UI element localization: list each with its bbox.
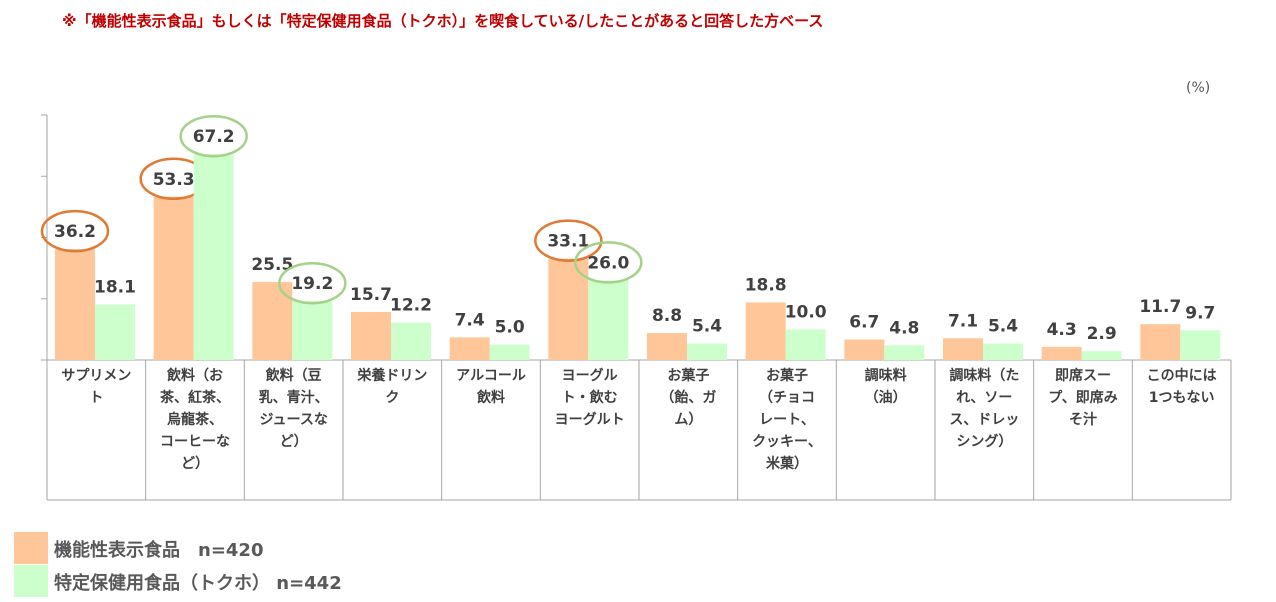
data-label-series2: 2.9 [1087,324,1117,344]
data-label-series2: 5.0 [495,318,525,338]
legend-swatch-series2 [14,565,48,597]
highlight-circle-series2 [574,241,643,284]
data-label-series1: 25.5 [251,255,293,275]
data-label-series1: 11.7 [1139,297,1181,317]
category-label: 調味料（た [949,367,1019,384]
category-label: サプリメン [61,368,131,384]
category-label: お菓子 [766,367,808,384]
category-label: （油） [865,389,907,406]
category-label: 1つもない [1149,390,1215,406]
bar-series2 [292,301,333,360]
category-label: ク [385,390,399,406]
base-note: ※「機能性表示食品」もしくは「特定保健用食品（トクホ）」を喫食している/したこと… [62,12,824,30]
bar-series1 [153,196,194,360]
data-label-series2: 10.0 [785,302,827,322]
data-label-series1: 6.7 [849,312,879,332]
bar-series2 [588,280,629,360]
data-label-series2: 9.7 [1185,303,1215,323]
category-label: お菓子 [667,367,709,384]
bar-series1 [844,339,885,360]
category-label: この中には [1147,367,1217,384]
bar-series1 [1140,324,1181,360]
category-label: ム） [674,412,702,428]
bar-series2 [489,344,530,360]
category-label: コーヒーな [160,434,230,450]
category-label: ジュースな [260,412,328,428]
data-label-series2: 4.8 [889,318,919,338]
bar-series2 [193,154,234,360]
bar-series1 [449,337,490,360]
category-label: 烏龍茶、 [167,411,223,428]
bar-series1 [55,249,95,360]
highlight-circle-series1 [534,219,603,262]
highlight-circle-series1 [40,209,110,253]
category-label: （チョコ [759,390,815,406]
category-label: レート、 [759,412,815,428]
legend-label-series2: 特定保健用食品（トクホ） n=442 [54,573,342,594]
category-label: 即席スー [1055,367,1111,384]
category-label: ヨーグルト [555,411,625,428]
unit-label: (%) [1186,80,1211,96]
category-label: ト・飲む [562,389,618,406]
data-label-series2: 5.4 [988,316,1018,336]
category-label: 乳、青汁、 [259,389,329,406]
data-label-series2: 26.0 [587,253,629,273]
data-label-series2: 18.1 [94,278,136,298]
bar-series1 [745,302,786,360]
data-label-series1: 53.3 [153,170,195,190]
bar-series1 [351,311,391,360]
bar-series2 [983,343,1023,360]
category-label: 飲料（豆 [265,367,322,384]
data-label-series2: 19.2 [291,274,333,294]
category-label: アルコール [456,368,526,384]
data-label-series2: 67.2 [193,127,235,147]
bar-series1 [252,281,293,360]
bar-series2 [687,343,727,360]
data-label-series1: 33.1 [547,232,589,252]
category-label: ど） [280,434,308,450]
category-label: 飲料（お [166,367,223,384]
category-label: 米菓） [766,455,808,472]
data-label-series2: 12.2 [390,296,432,316]
data-label-series1: 7.4 [455,310,485,330]
data-label-series1: 8.8 [652,306,682,326]
data-label-series1: 18.8 [745,275,787,295]
category-label: プ、即席み [1048,389,1118,406]
category-label: クッキー、 [752,434,822,450]
bar-series2 [1180,330,1221,360]
data-label-series1: 15.7 [350,285,392,305]
bar-series2 [95,304,135,360]
category-label: ト [89,390,103,406]
highlight-circle-series2 [278,261,347,305]
category-label: そ汁 [1069,411,1097,428]
bar-series1 [647,333,687,360]
category-label: 調味料 [865,367,907,384]
data-label-series1: 36.2 [54,222,96,242]
category-label: ヨーグル [562,367,618,384]
category-label: （飴、ガ [660,389,716,406]
legend-swatch-series1 [14,532,48,564]
bar-series2 [884,345,925,360]
bar-series2 [391,322,431,360]
category-label: 飲料 [476,389,505,406]
data-label-series2: 5.4 [692,316,722,336]
category-label: れ、ソー [956,390,1012,406]
legend-label-series1: 機能性表示食品 n=420 [54,540,264,561]
category-label: ス、ドレッ [949,412,1019,428]
bar-series2 [785,329,826,360]
bar-series1 [943,338,983,360]
highlight-circle-series2 [179,114,248,158]
data-label-series1: 7.1 [948,311,978,331]
data-label-series1: 4.3 [1047,320,1077,340]
category-label: 栄養ドリン [356,367,427,384]
bar-series1 [1041,346,1082,360]
category-label: 茶、紅茶、 [159,389,230,406]
bar-series2 [1081,351,1122,360]
category-label: ど） [181,456,209,472]
category-label: シング） [956,433,1012,450]
